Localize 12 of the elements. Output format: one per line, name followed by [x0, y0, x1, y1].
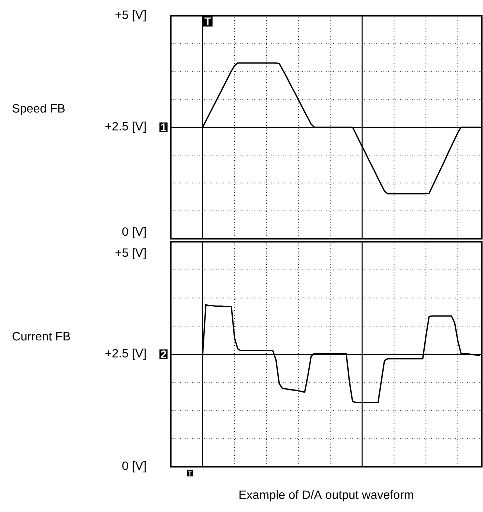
y-tick-label: 0 [V] [122, 227, 146, 238]
text: 2 [161, 350, 166, 358]
y-tick-label: +5 [V] [116, 248, 146, 260]
y-tick-label: +2.5 [V] [106, 348, 146, 360]
text: 1 [161, 124, 166, 132]
y-tick-label: +2.5 [V] [106, 122, 146, 134]
y-tick-label: 0 [V] [122, 461, 146, 473]
y-axis-title: Current FB [12, 332, 70, 341]
y-tick-label: +5 [V] [116, 10, 146, 22]
y-axis-title: Speed FB [12, 104, 65, 116]
annotation: T [204, 18, 212, 26]
text: Example of D/A output waveform [240, 490, 414, 502]
